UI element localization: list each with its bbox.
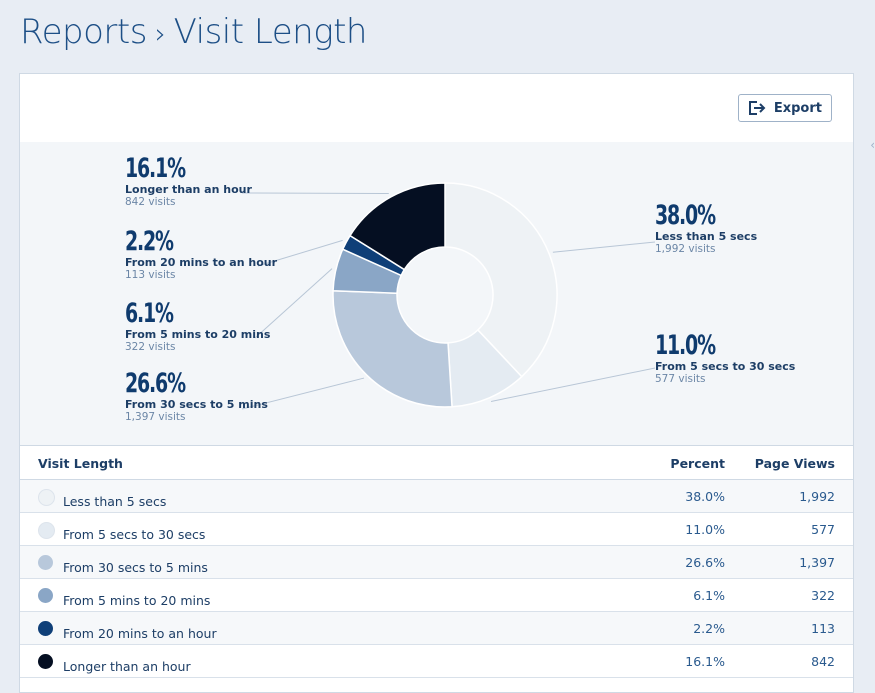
row-views: 1,397: [799, 555, 835, 570]
legend-swatch: [38, 522, 55, 539]
callout-visits: 322 visits: [125, 341, 176, 353]
callout-percent: 26.6%: [125, 368, 186, 399]
row-percent: 26.6%: [685, 555, 725, 570]
callout-label: Less than 5 secs: [655, 230, 758, 243]
chart-callout: 2.2% From 20 mins to an hour 113 visits: [125, 228, 277, 282]
chart-callout: 11.0% From 5 secs to 30 secs 577 visits: [655, 332, 795, 386]
row-label: From 30 secs to 5 mins: [63, 560, 208, 575]
table-row[interactable]: From 30 secs to 5 mins 26.6% 1,397: [20, 546, 853, 579]
row-views: 322: [811, 588, 835, 603]
row-label: From 5 secs to 30 secs: [63, 527, 206, 542]
callout-label: From 5 mins to 20 mins: [125, 328, 271, 341]
callout-label: From 5 secs to 30 secs: [655, 360, 796, 373]
column-header-page-views[interactable]: Page Views: [754, 456, 835, 471]
table-row[interactable]: Less than 5 secs 38.0% 1,992: [20, 480, 853, 513]
donut-slice[interactable]: [349, 182, 446, 271]
row-views: 842: [811, 654, 835, 669]
leader-line: [241, 192, 389, 195]
callout-percent: 2.2%: [125, 226, 174, 257]
legend-swatch: [38, 588, 53, 603]
export-button[interactable]: Export: [737, 94, 832, 122]
column-header-percent[interactable]: Percent: [670, 456, 725, 471]
report-card: Export 38.0% Less than 5 secs 1,992 visits…: [19, 73, 854, 693]
table-body: Less than 5 secs 38.0% 1,992 From 5 secs to…: [20, 480, 853, 678]
row-views: 1,992: [799, 489, 835, 504]
row-label: From 20 mins to an hour: [63, 626, 217, 641]
row-views: 577: [811, 522, 835, 537]
callout-label: From 20 mins to an hour: [125, 256, 278, 269]
leader-line: [257, 239, 343, 267]
callout-label: Longer than an hour: [125, 183, 252, 196]
card-header: Export: [20, 74, 853, 143]
row-percent: 6.1%: [693, 588, 725, 603]
callout-visits: 1,992 visits: [655, 243, 716, 255]
callout-percent: 16.1%: [125, 153, 186, 184]
callout-percent: 11.0%: [655, 330, 716, 361]
chart-callout: 6.1% From 5 mins to 20 mins 322 visits: [125, 300, 270, 354]
row-percent: 16.1%: [685, 654, 725, 669]
donut-slice[interactable]: [332, 290, 453, 408]
donut-chart: [241, 182, 656, 410]
data-table: Visit Length Percent Page Views Less tha…: [20, 446, 853, 678]
leader-line: [254, 268, 333, 339]
chart-area: 38.0% Less than 5 secs 1,992 visits 11.0% Fr…: [20, 142, 853, 446]
legend-swatch: [38, 654, 53, 669]
column-header-visit-length[interactable]: Visit Length: [38, 456, 123, 471]
breadcrumb-current: Visit Length: [173, 12, 368, 52]
chart-callout: 26.6% From 30 secs to 5 mins 1,397 visits: [125, 370, 268, 424]
callout-percent: 38.0%: [655, 200, 716, 231]
row-label: From 5 mins to 20 mins: [63, 593, 211, 608]
table-row[interactable]: From 5 secs to 30 secs 11.0% 577: [20, 513, 853, 546]
table-header: Visit Length Percent Page Views: [20, 446, 853, 480]
page-title: Reports › Visit Length: [20, 12, 367, 52]
row-percent: 38.0%: [685, 489, 725, 504]
chevron-left-icon[interactable]: ‹: [870, 138, 875, 152]
leader-line: [552, 241, 656, 253]
row-label: Longer than an hour: [63, 659, 191, 674]
callout-visits: 113 visits: [125, 269, 176, 281]
row-label: Less than 5 secs: [63, 494, 167, 509]
callout-percent: 6.1%: [125, 298, 174, 329]
row-views: 113: [811, 621, 835, 636]
row-percent: 11.0%: [685, 522, 725, 537]
callout-visits: 842 visits: [125, 196, 176, 208]
donut-slice[interactable]: [444, 182, 558, 378]
row-percent: 2.2%: [693, 621, 725, 636]
callout-visits: 1,397 visits: [125, 411, 186, 423]
chart-callout: 38.0% Less than 5 secs 1,992 visits: [655, 202, 757, 256]
breadcrumb-separator: ›: [154, 17, 166, 50]
chart-callout: 16.1% Longer than an hour 842 visits: [125, 155, 252, 209]
table-row[interactable]: Longer than an hour 16.1% 842: [20, 645, 853, 678]
export-icon: [748, 101, 766, 115]
leader-line: [241, 377, 365, 410]
export-label: Export: [773, 100, 822, 116]
legend-swatch: [38, 489, 55, 506]
table-row[interactable]: From 5 mins to 20 mins 6.1% 322: [20, 579, 853, 612]
legend-swatch: [38, 621, 53, 636]
legend-swatch: [38, 555, 53, 570]
leader-line: [490, 367, 656, 402]
callout-label: From 30 secs to 5 mins: [125, 398, 268, 411]
breadcrumb-section[interactable]: Reports: [20, 12, 147, 52]
table-row[interactable]: From 20 mins to an hour 2.2% 113: [20, 612, 853, 645]
callout-visits: 577 visits: [655, 373, 706, 385]
